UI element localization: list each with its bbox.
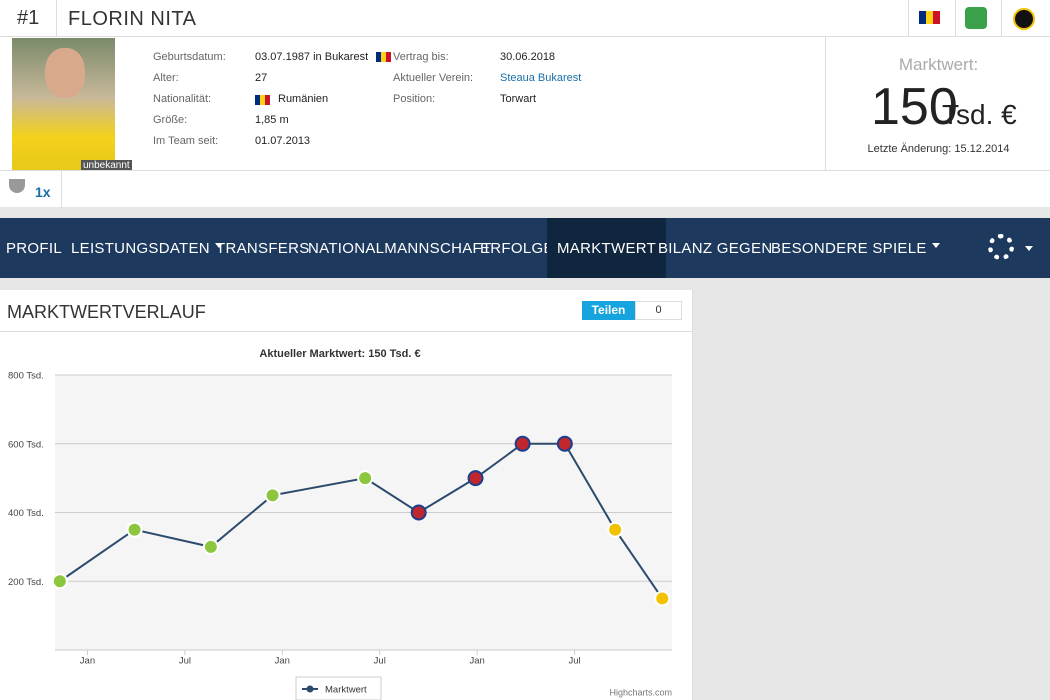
mv-last-change: Letzte Änderung: 15.12.2014 (867, 143, 1010, 155)
nav-item[interactable]: NATIONALMANNSCHAFT (308, 240, 492, 257)
chart-title: Aktueller Marktwert: 150 Tsd. € (259, 348, 420, 360)
divider (61, 171, 62, 208)
trophy-bar: 1x (0, 170, 1050, 208)
market-value-box: Marktwert: 150 Tsd. € Letzte Änderung: 1… (825, 37, 1050, 170)
share-count: 0 (635, 301, 682, 320)
photo-face (45, 48, 85, 98)
photo-label: unbekannt (81, 160, 132, 171)
nav-item[interactable]: TRANSFERS (216, 240, 310, 257)
mv-title: Marktwert: (898, 55, 979, 74)
flag (381, 52, 386, 62)
icons (908, 0, 1050, 36)
info-label: Im Team seit: (153, 135, 219, 147)
y-tick-label: 600 Tsd. (8, 439, 44, 450)
info-value: 30.06.2018 (500, 51, 556, 63)
info-label: Größe: (153, 114, 188, 126)
settings-caret[interactable] (1020, 243, 1033, 261)
flag (260, 95, 265, 105)
x-tick-label: Jul (374, 656, 386, 667)
divider (56, 0, 57, 36)
nav-item[interactable]: LEISTUNGSDATEN (61, 218, 233, 278)
info-label: Position: (393, 93, 436, 105)
trophy-icon (9, 179, 25, 193)
info-label: Aktueller Verein: (393, 72, 474, 84)
title-bar (0, 0, 1050, 37)
x-tick-label: Jan (469, 656, 484, 667)
info-value: 1,85 m (255, 114, 289, 126)
trophy-count[interactable]: 1x (35, 184, 51, 200)
share-button[interactable]: Teilen (582, 301, 635, 320)
info-value: Torwart (500, 93, 537, 105)
info-label: Nationalität: (153, 93, 212, 105)
marker (607, 521, 624, 538)
mv-amount: 150 (871, 78, 958, 136)
marker (202, 538, 219, 555)
profile-header: #1 FLORIN NITA unbekannt Marktwert: 150 … (0, 0, 1050, 208)
info-label: Alter: (153, 72, 179, 84)
marker (264, 487, 281, 504)
nav-bar: PROFIL LEISTUNGSDATEN TRANSFERS NATIONALMAN… (0, 218, 1050, 278)
player-photo (12, 38, 115, 170)
info-label: Vertrag bis: (393, 51, 449, 63)
flag (265, 95, 270, 105)
panel-header (0, 290, 692, 332)
mv-unit: Tsd. € (942, 99, 1017, 130)
flag (919, 11, 926, 24)
legend-box (295, 676, 382, 700)
divider (955, 0, 956, 36)
x-tick-label: Jul (179, 656, 191, 667)
panel-title: MARKTWERTVERLAUF (7, 302, 206, 322)
marker (357, 470, 374, 487)
marker (51, 573, 68, 590)
info-value: Rumänien (278, 93, 329, 105)
legend-marker (306, 685, 314, 693)
club-logo[interactable] (1013, 8, 1035, 30)
info-value: 27 (255, 72, 268, 84)
marker (556, 435, 573, 452)
x-tick-label: Jan (80, 656, 95, 667)
marker (654, 590, 671, 607)
shirt-number: #1 (17, 7, 40, 29)
marker (410, 504, 427, 521)
chart: Aktueller Marktwert: 150 Tsd. € Highchar… (8, 348, 672, 700)
player-name: FLORIN NITA (68, 8, 197, 30)
nav-item[interactable]: ERFOLGE (480, 240, 554, 257)
marker (514, 435, 531, 452)
y-tick-label: 800 Tsd. (8, 371, 44, 382)
marker (467, 470, 484, 487)
flag (386, 52, 391, 62)
legend-label: Marktwert (325, 685, 367, 696)
x-tick-label: Jan (275, 656, 290, 667)
flag (255, 95, 260, 105)
nav-item[interactable]: MARKTWERT (547, 218, 667, 278)
info-value: 01.07.2013 (255, 135, 311, 147)
settings-gear[interactable] (988, 234, 1014, 260)
nav-item[interactable]: PROFIL (6, 240, 62, 257)
y-tick-label: 400 Tsd. (8, 508, 44, 519)
league-logo[interactable] (965, 7, 987, 29)
x-tick-label: Jul (569, 656, 581, 667)
credit: Highcharts.com (609, 687, 672, 697)
nav-item[interactable]: BESONDERE SPIELE (761, 218, 950, 278)
divider (1001, 0, 1002, 36)
info-value: 03.07.1987 in Bukarest (255, 51, 369, 63)
club-link[interactable]: Steaua Bukarest (500, 72, 582, 84)
flag (926, 11, 933, 24)
flag (933, 11, 940, 24)
flag (376, 52, 381, 62)
info-label: Geburtsdatum: (153, 51, 226, 63)
y-tick-label: 200 Tsd. (8, 577, 44, 588)
marker (126, 521, 143, 538)
nav-item[interactable]: BILANZ GEGEN (658, 240, 773, 257)
